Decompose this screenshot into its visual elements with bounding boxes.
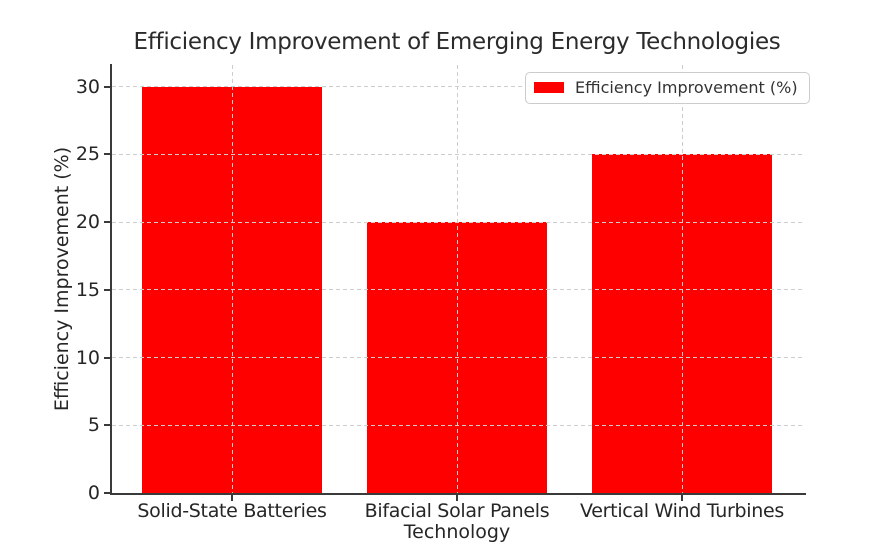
- x-axis-spine: [110, 493, 806, 495]
- y-tick-label: 15: [75, 278, 100, 301]
- x-gridline: [231, 65, 233, 493]
- y-tick-label: 30: [75, 75, 100, 98]
- x-tick-mark: [681, 495, 683, 501]
- x-tick-label: Bifacial Solar Panels: [364, 500, 550, 522]
- x-axis-label: Technology: [403, 521, 511, 543]
- y-tick-label: 0: [87, 482, 100, 504]
- x-gridline: [456, 65, 458, 493]
- plot-area: [112, 65, 802, 493]
- y-tick-mark: [104, 153, 110, 156]
- y-tick-mark: [104, 356, 110, 359]
- y-tick-mark: [104, 221, 110, 224]
- x-tick-label: Vertical Wind Turbines: [580, 500, 784, 522]
- y-tick-mark: [104, 85, 110, 88]
- y-tick-label: 25: [75, 143, 100, 166]
- legend-label: Efficiency Improvement (%): [575, 78, 798, 97]
- x-tick-label: Solid-State Batteries: [137, 500, 327, 522]
- y-tick-label: 20: [75, 211, 100, 234]
- legend-swatch-icon: [534, 82, 564, 93]
- y-tick-mark: [104, 492, 110, 494]
- y-tick-label: 10: [75, 346, 100, 369]
- legend: Efficiency Improvement (%): [525, 72, 810, 104]
- y-axis-spine: [110, 64, 112, 495]
- x-tick-mark: [456, 495, 458, 501]
- chart-title: Efficiency Improvement of Emerging Energ…: [133, 29, 781, 55]
- y-tick-mark: [104, 288, 110, 291]
- y-tick-mark: [104, 424, 110, 427]
- x-tick-mark: [231, 495, 233, 501]
- x-gridline: [681, 65, 683, 493]
- y-tick-label: 5: [87, 414, 100, 437]
